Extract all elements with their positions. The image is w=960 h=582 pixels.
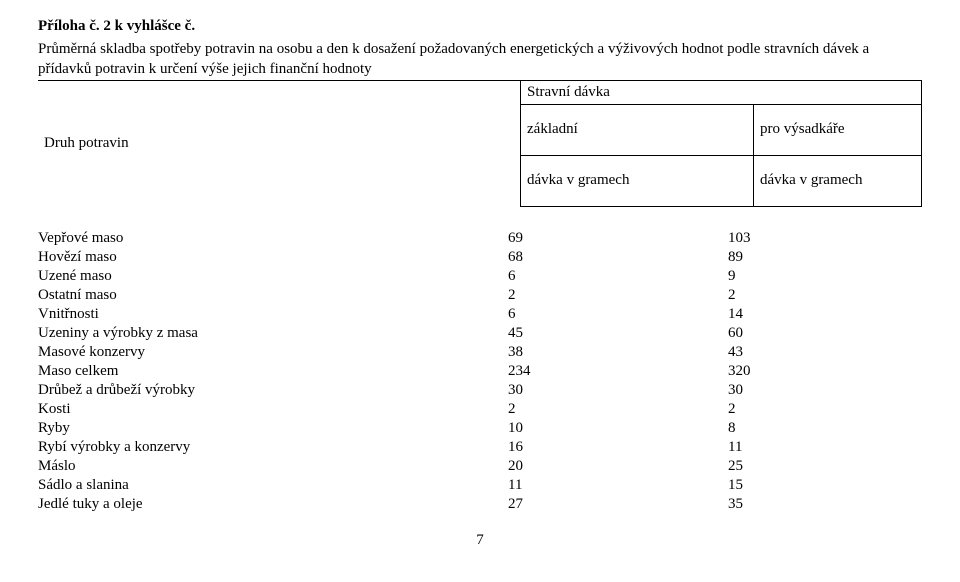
table-row: Vepřové maso69103: [38, 229, 922, 248]
value-basic: 27: [508, 495, 728, 514]
value-paratrooper: 9: [728, 267, 922, 286]
value-basic: 68: [508, 248, 728, 267]
value-paratrooper: 11: [728, 438, 922, 457]
table-row: Vnitřnosti614: [38, 305, 922, 324]
value-basic: 11: [508, 476, 728, 495]
food-label: Ostatní maso: [38, 286, 508, 305]
stravni-davka-label: Stravní dávka: [527, 84, 610, 100]
header-structure-table: Druh potravin Stravní dávka základní pro…: [38, 80, 922, 207]
table-row: Máslo2025: [38, 457, 922, 476]
food-label: Ryby: [38, 419, 508, 438]
table-row: Drůbež a drůbeží výrobky3030: [38, 381, 922, 400]
food-label: Jedlé tuky a oleje: [38, 495, 508, 514]
value-paratrooper: 15: [728, 476, 922, 495]
value-paratrooper: 320: [728, 362, 922, 381]
row-header-label: Druh potravin: [44, 135, 129, 151]
value-paratrooper: 14: [728, 305, 922, 324]
table-row: Sádlo a slanina1115: [38, 476, 922, 495]
value-paratrooper: 25: [728, 457, 922, 476]
value-paratrooper: 103: [728, 229, 922, 248]
value-basic: 45: [508, 324, 728, 343]
value-paratrooper: 8: [728, 419, 922, 438]
value-basic: 2: [508, 286, 728, 305]
table-row: Maso celkem234320: [38, 362, 922, 381]
value-basic: 6: [508, 305, 728, 324]
davka-gram-label-2: dávka v gramech: [760, 172, 862, 188]
value-paratrooper: 35: [728, 495, 922, 514]
value-paratrooper: 89: [728, 248, 922, 267]
page-number: 7: [38, 532, 922, 549]
food-label: Hovězí maso: [38, 248, 508, 267]
davka-gram-label-1: dávka v gramech: [527, 172, 629, 188]
table-row: Hovězí maso6889: [38, 248, 922, 267]
value-paratrooper: 2: [728, 286, 922, 305]
value-basic: 69: [508, 229, 728, 248]
value-basic: 30: [508, 381, 728, 400]
value-paratrooper: 60: [728, 324, 922, 343]
food-label: Vepřové maso: [38, 229, 508, 248]
food-label: Uzeniny a výrobky z masa: [38, 324, 508, 343]
table-row: Rybí výrobky a konzervy1611: [38, 438, 922, 457]
zakladni-label: základní: [527, 121, 578, 137]
value-basic: 38: [508, 343, 728, 362]
food-label: Vnitřnosti: [38, 305, 508, 324]
pro-vysadkare-label: pro výsadkáře: [760, 121, 845, 137]
table-row: Uzené maso69: [38, 267, 922, 286]
value-basic: 234: [508, 362, 728, 381]
food-label: Masové konzervy: [38, 343, 508, 362]
food-label: Sádlo a slanina: [38, 476, 508, 495]
table-row: Ryby108: [38, 419, 922, 438]
food-label: Máslo: [38, 457, 508, 476]
value-paratrooper: 2: [728, 400, 922, 419]
value-basic: 10: [508, 419, 728, 438]
value-paratrooper: 43: [728, 343, 922, 362]
intro-paragraph: Průměrná skladba spotřeby potravin na os…: [38, 39, 922, 80]
food-label: Kosti: [38, 400, 508, 419]
food-label: Drůbež a drůbeží výrobky: [38, 381, 508, 400]
value-basic: 20: [508, 457, 728, 476]
value-basic: 2: [508, 400, 728, 419]
value-basic: 16: [508, 438, 728, 457]
table-row: Ostatní maso22: [38, 286, 922, 305]
attachment-heading: Příloha č. 2 k vyhlášce č.: [38, 18, 922, 35]
food-data-table: Vepřové maso69103Hovězí maso6889Uzené ma…: [38, 229, 922, 514]
food-label: Uzené maso: [38, 267, 508, 286]
value-basic: 6: [508, 267, 728, 286]
table-row: Jedlé tuky a oleje2735: [38, 495, 922, 514]
table-row: Kosti22: [38, 400, 922, 419]
table-row: Masové konzervy3843: [38, 343, 922, 362]
table-row: Uzeniny a výrobky z masa4560: [38, 324, 922, 343]
value-paratrooper: 30: [728, 381, 922, 400]
food-label: Maso celkem: [38, 362, 508, 381]
food-label: Rybí výrobky a konzervy: [38, 438, 508, 457]
